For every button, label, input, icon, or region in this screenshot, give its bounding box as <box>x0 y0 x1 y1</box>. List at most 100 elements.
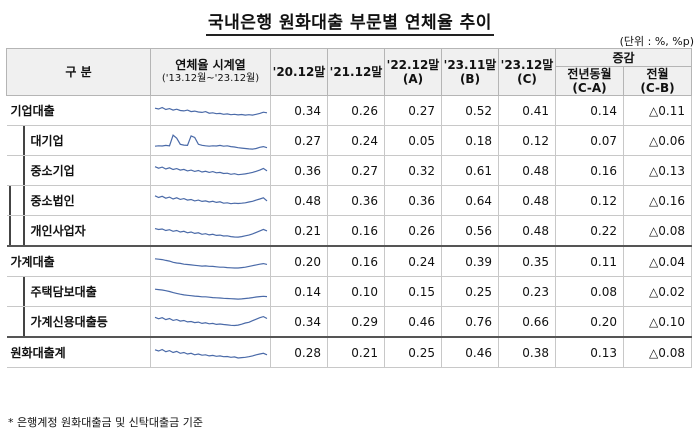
value-cell: 0.41 <box>498 95 556 126</box>
table-row: 가계신용대출등 0.34 0.29 0.46 0.76 0.66 0.20 △0.10 <box>6 306 692 338</box>
sparkline-cell <box>150 276 271 307</box>
table-row: 주택담보대출 0.14 0.10 0.15 0.25 0.23 0.08 △0.02 <box>6 276 692 307</box>
value-cell: 0.05 <box>384 125 442 156</box>
sparkline <box>154 106 268 116</box>
mom-change-cell: △0.04 <box>623 245 692 277</box>
table-row: 기업대출 0.34 0.26 0.27 0.52 0.41 0.14 △0.11 <box>6 95 692 126</box>
row-label: 주택담보대출 <box>30 285 97 299</box>
value-cell: 0.18 <box>441 125 499 156</box>
row-label: 원화대출계 <box>10 346 66 360</box>
sparkline-cell <box>150 336 271 368</box>
yoy-change-cell: 0.07 <box>555 125 624 156</box>
value-cell: 0.46 <box>384 306 442 338</box>
value-cell: 0.61 <box>441 155 499 186</box>
row-label-cell: 원화대출계 <box>6 336 151 368</box>
sparkline-series <box>154 134 268 150</box>
sparkline-header: 연체율 시계열 ('13.12월~'23.12월) <box>150 48 271 96</box>
value-cell: 0.48 <box>498 155 556 186</box>
yoy-change-cell: 0.08 <box>555 276 624 307</box>
change-header-yoy: 전년동월 (C-A) <box>555 66 624 96</box>
period-header-3: '23.11말 (B) <box>441 48 499 96</box>
value-cell: 0.76 <box>441 306 499 338</box>
table-row: 개인사업자 0.21 0.16 0.26 0.56 0.48 0.22 △0.08 <box>6 215 692 247</box>
sparkline <box>154 348 268 359</box>
yoy-change-cell: 0.20 <box>555 306 624 338</box>
row-label: 가계신용대출등 <box>30 315 108 329</box>
sparkline-series <box>154 258 268 269</box>
sparkline-series <box>154 195 268 205</box>
row-label-cell: 중소기업 <box>6 155 151 186</box>
mom-change-cell: △0.16 <box>623 185 692 216</box>
value-cell: 0.34 <box>270 306 328 338</box>
sparkline-series <box>154 106 268 116</box>
value-cell: 0.25 <box>441 276 499 307</box>
table-row: 중소법인 0.48 0.36 0.36 0.64 0.48 0.12 △0.16 <box>6 185 692 216</box>
value-cell: 0.15 <box>384 276 442 307</box>
value-cell: 0.29 <box>327 306 385 338</box>
sparkline-header-range: ('13.12월~'23.12월) <box>161 73 260 84</box>
period-header-4: '23.12말 (C) <box>498 48 556 96</box>
value-cell: 0.35 <box>498 245 556 277</box>
indent-guide <box>8 186 11 215</box>
footnote: * 은행계정 원화대출금 및 신탁대출금 기준 <box>8 416 204 429</box>
yoy-change-cell: 0.14 <box>555 95 624 126</box>
row-label: 대기업 <box>30 134 64 148</box>
value-cell: 0.34 <box>270 95 328 126</box>
sparkline <box>154 166 268 176</box>
page-title: 국내은행 원화대출 부문별 연체율 추이 <box>0 8 700 36</box>
value-cell: 0.46 <box>441 336 499 368</box>
sparkline <box>154 315 268 327</box>
table-row: 원화대출계 0.28 0.21 0.25 0.46 0.38 0.13 △0.08 <box>6 336 692 368</box>
value-cell: 0.14 <box>270 276 328 307</box>
sparkline <box>154 134 268 150</box>
value-cell: 0.16 <box>327 215 385 247</box>
period-header-1: '21.12말 <box>327 48 385 96</box>
value-cell: 0.24 <box>327 125 385 156</box>
value-cell: 0.27 <box>327 155 385 186</box>
sparkline-series <box>154 348 268 359</box>
sparkline <box>154 195 268 205</box>
category-header: 구 분 <box>6 48 151 96</box>
yoy-change-cell: 0.11 <box>555 245 624 277</box>
row-label: 기업대출 <box>10 104 55 118</box>
value-cell: 0.36 <box>327 185 385 216</box>
indent-guide <box>22 186 25 215</box>
change-header-mom: 전월 (C-B) <box>623 66 692 96</box>
value-cell: 0.10 <box>327 276 385 307</box>
value-cell: 0.28 <box>270 336 328 368</box>
value-cell: 0.12 <box>498 125 556 156</box>
row-label: 중소법인 <box>30 194 75 208</box>
mom-change-cell: △0.08 <box>623 215 692 247</box>
row-label: 개인사업자 <box>30 224 86 238</box>
indent-guide <box>22 277 25 306</box>
mom-change-cell: △0.13 <box>623 155 692 186</box>
sparkline <box>154 228 268 238</box>
value-cell: 0.39 <box>441 245 499 277</box>
yoy-change-cell: 0.12 <box>555 185 624 216</box>
value-cell: 0.27 <box>384 95 442 126</box>
value-cell: 0.21 <box>270 215 328 247</box>
row-label-cell: 주택담보대출 <box>6 276 151 307</box>
mom-change-cell: △0.06 <box>623 125 692 156</box>
sparkline-series <box>154 166 268 176</box>
row-label: 중소기업 <box>30 164 75 178</box>
yoy-change-cell: 0.22 <box>555 215 624 247</box>
mom-change-cell: △0.02 <box>623 276 692 307</box>
period-header-2: '22.12말 (A) <box>384 48 442 96</box>
sparkline-cell <box>150 306 271 338</box>
sparkline <box>154 288 268 300</box>
sparkline-cell <box>150 245 271 277</box>
value-cell: 0.21 <box>327 336 385 368</box>
value-cell: 0.36 <box>270 155 328 186</box>
value-cell: 0.26 <box>327 95 385 126</box>
sparkline-cell <box>150 95 271 126</box>
value-cell: 0.16 <box>327 245 385 277</box>
sparkline <box>154 258 268 269</box>
value-cell: 0.26 <box>384 215 442 247</box>
row-label-cell: 중소법인 <box>6 185 151 216</box>
row-label-cell: 대기업 <box>6 125 151 156</box>
yoy-change-cell: 0.13 <box>555 336 624 368</box>
mom-change-cell: △0.10 <box>623 306 692 338</box>
value-cell: 0.25 <box>384 336 442 368</box>
change-group-header: 증감 <box>555 48 692 67</box>
